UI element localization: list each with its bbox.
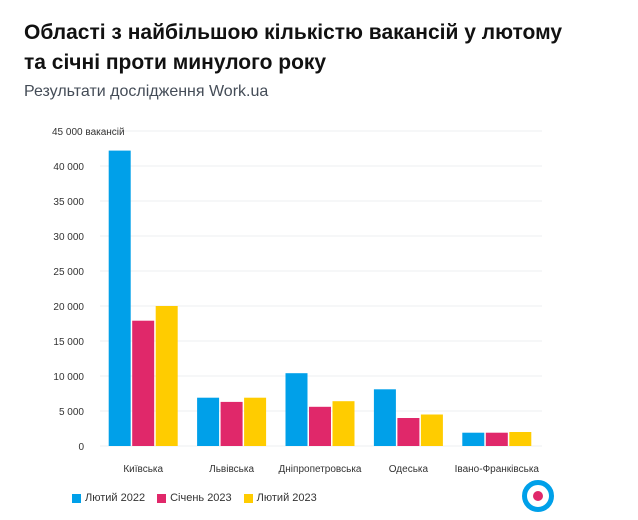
legend-label: Січень 2023 — [170, 492, 232, 504]
legend-item: Лютий 2022 — [72, 492, 145, 504]
bar-2-1 — [244, 397, 267, 446]
x-tick-label: Львівська — [209, 464, 254, 475]
x-tick-label: Івано-Франківська — [455, 464, 540, 475]
work-ua-logo — [522, 480, 554, 512]
y-tick-label: 30 000 — [53, 232, 84, 243]
y-tick-label: 45 000 вакансій — [52, 127, 125, 138]
bar-0-3 — [373, 389, 396, 446]
bar-0-0 — [108, 150, 131, 446]
chart-subtitle: Результати дослідження Work.ua — [24, 83, 269, 100]
bar-1-4 — [485, 432, 508, 446]
legend-swatch — [243, 493, 253, 503]
bar-2-2 — [332, 401, 355, 446]
y-tick-label: 0 — [78, 442, 84, 453]
legend-item: Лютий 2023 — [243, 492, 317, 504]
bar-2-0 — [155, 306, 178, 446]
x-tick-label: Дніпропетровська — [279, 464, 362, 475]
bar-2-3 — [420, 414, 443, 446]
y-tick-label: 10 000 — [53, 372, 84, 383]
y-tick-label: 5 000 — [59, 407, 84, 418]
bar-1-3 — [397, 418, 420, 446]
x-tick-label: Київська — [123, 464, 163, 475]
legend-item: Січень 2023 — [157, 492, 232, 504]
y-tick-label: 15 000 — [53, 337, 84, 348]
legend: Лютий 2022 Січень 2023 Лютий 2023 — [72, 492, 317, 504]
bar-2-4 — [509, 432, 532, 446]
legend-label: Лютий 2023 — [256, 492, 317, 504]
bar-1-1 — [220, 401, 243, 446]
bar-0-4 — [462, 432, 485, 446]
legend-swatch — [157, 493, 167, 503]
y-tick-label: 40 000 — [53, 162, 84, 173]
bar-1-2 — [309, 406, 331, 446]
y-tick-label: 25 000 — [53, 267, 84, 278]
chart-title: Області з найбільшою кількістю вакансій … — [24, 21, 563, 74]
x-tick-label: Одеська — [389, 464, 429, 475]
legend-swatch — [72, 493, 81, 503]
bar-0-2 — [285, 373, 308, 446]
legend-label: Лютий 2022 — [85, 492, 146, 504]
y-tick-label: 35 000 — [53, 197, 84, 208]
bar-0-1 — [197, 397, 220, 446]
bar-1-0 — [132, 320, 155, 446]
y-tick-label: 20 000 — [53, 302, 84, 313]
